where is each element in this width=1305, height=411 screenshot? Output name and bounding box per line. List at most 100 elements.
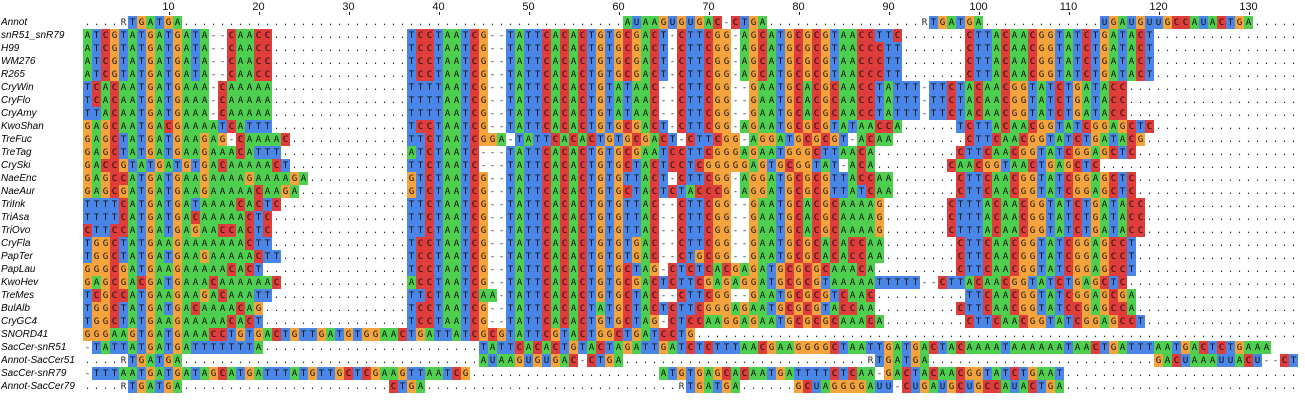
residue-cell: . [426,381,433,392]
residue-cell: . [948,173,955,184]
residue-cell: . [354,199,361,210]
residue-cell: A [452,185,461,198]
residue-cell: A [1253,341,1262,354]
residue-cell: . [1272,56,1279,67]
residue-cell: A [1244,16,1253,29]
sequence-name[interactable]: CryAmy [1,108,37,119]
sequence-name[interactable]: PapTer [1,251,33,262]
residue-cell: G [173,328,182,341]
residue-cell: A [758,250,767,263]
sequence-name[interactable]: TriOvo [1,225,31,236]
sequence-name[interactable]: WM276 [1,56,36,67]
sequence-name[interactable]: SacCer-snR79 [1,368,67,379]
sequence-name[interactable]: TreTag [1,147,32,158]
residue-cell: A [731,302,740,315]
sequence-name[interactable]: NaeAur [1,186,35,197]
residue-cell: - [489,147,496,158]
residue-cell: A [515,315,524,328]
residue-cell: . [1236,147,1243,158]
residue-cell: C [830,211,839,224]
residue-cell: T [560,341,569,354]
sequence-name[interactable]: SNORD41 [1,329,49,340]
residue-cell: A [443,81,452,94]
residue-cell: G [785,237,794,250]
residue-cell: . [948,264,955,275]
residue-cell: T [695,172,704,185]
residue-cell: . [102,381,109,392]
residue-cell: C [1064,172,1073,185]
sequence-name[interactable]: PapLau [1,264,36,275]
sequence-name[interactable]: TreFuc [1,134,32,145]
residue-cell: . [912,173,919,184]
residue-cell: . [930,121,937,132]
residue-cell: G [596,42,605,55]
sequence-name[interactable]: Annot [1,17,28,28]
residue-cell: C [542,146,551,159]
sequence-name[interactable]: Annot-SacCer79 [1,381,75,392]
residue-cell: T [533,159,542,172]
sequence-name[interactable]: R265 [1,69,25,80]
sequence-name[interactable]: SacCer-snR51 [1,342,67,353]
residue-cell: C [1010,172,1019,185]
sequence-name[interactable]: CryWin [1,82,34,93]
sequence-name[interactable]: CrySki [1,160,31,171]
residue-cell: . [327,316,334,327]
residue-cell: . [903,251,910,262]
sequence-name[interactable]: CryFla [1,238,31,249]
residue-cell: . [885,251,892,262]
residue-cell: C [560,302,569,315]
residue-cell: G [1100,55,1109,68]
sequence-name[interactable]: KwoShan [1,121,44,132]
sequence-name[interactable]: TriInk [1,199,26,210]
residue-cell: C [1064,237,1073,250]
residue-cell: A [245,42,254,55]
residue-cell: A [1091,250,1100,263]
residue-cell: G [821,120,830,133]
sequence-name[interactable]: BulAlb [1,303,30,314]
residue-cell: C [1118,250,1127,263]
residue-cell: . [912,238,919,249]
residue-cell: A [191,276,200,289]
residue-cell: G [1100,302,1109,315]
residue-cell: G [407,172,416,185]
sequence-name[interactable]: CryFlo [1,95,31,106]
sequence-name[interactable]: H99 [1,43,20,54]
residue-cell: . [885,329,892,340]
residue-cell: . [327,264,334,275]
sequence-name[interactable]: NaeEnc [1,173,37,184]
residue-cell: T [443,367,452,380]
sequence-name[interactable]: CryGC4 [1,316,38,327]
residue-cell: T [893,81,902,94]
residue-cell: . [1155,43,1162,54]
residue-cell: C [830,315,839,328]
residue-cell: T [461,185,470,198]
residue-cell: A [560,133,569,146]
residue-cell: . [318,186,325,197]
residue-cell: T [263,237,272,250]
sequence-name[interactable]: Annot-SacCer51 [1,355,75,366]
residue-cell: A [1190,16,1199,29]
residue-cell: C [254,68,263,81]
sequence-name[interactable]: snR51_snR79 [1,30,65,41]
residue-cell: A [839,276,848,289]
residue-cell: G [173,289,182,302]
sequence-name[interactable]: TriAsa [1,212,30,223]
residue-cell: T [461,159,470,172]
residue-cell: . [1227,199,1234,210]
residue-cell: A [992,302,1001,315]
residue-cell: C [1082,42,1091,55]
residue-cell: A [155,185,164,198]
sequence-name[interactable]: TreMes [1,290,35,301]
residue-cell: T [587,94,596,107]
residue-cell: A [245,133,254,146]
residue-cell: A [101,81,110,94]
residue-cell: - [669,212,676,223]
residue-cell: T [605,185,614,198]
residue-cell: T [137,211,146,224]
residue-cell: . [363,225,370,236]
residue-cell: A [992,237,1001,250]
residue-cell: . [318,381,325,392]
sequence-name[interactable]: KwoHev [1,277,39,288]
residue-cell: A [776,133,785,146]
residue-cell: A [155,237,164,250]
